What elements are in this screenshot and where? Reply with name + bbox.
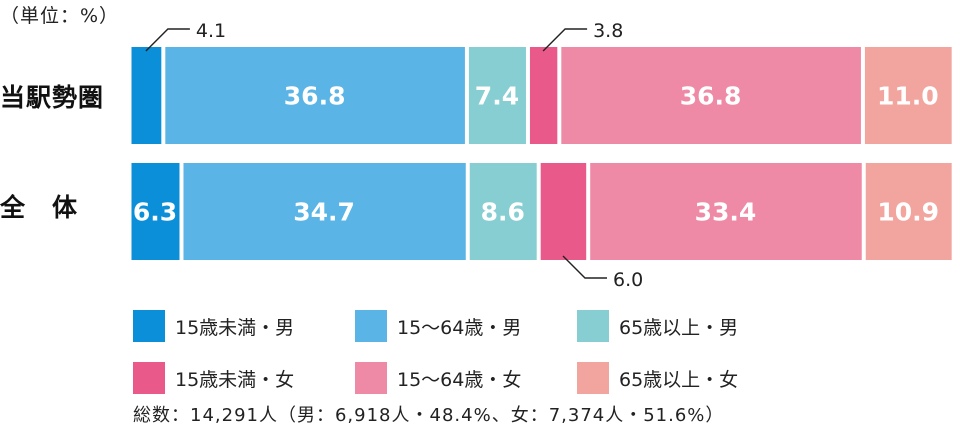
value-label-1-5: 10.9 [877,198,939,227]
value-label-0-5: 11.0 [877,82,939,111]
legend-item-2: 65歳以上・男 [577,310,738,342]
bar-segment-0-3 [529,47,558,144]
legend-item-5: 65歳以上・女 [577,362,738,394]
footnote-total: 総数：14,291人（男：6,918人・48.4%、女：7,374人・51.6%… [133,405,725,426]
legend-item-4: 15〜64歳・女 [355,362,521,394]
bar-segment-1-5 [865,163,952,260]
bar-segment-1-0 [131,163,180,260]
value-label-0-3: 3.8 [593,20,623,42]
leader-line-1-3 [562,255,607,279]
value-label-1-2: 8.6 [481,198,525,227]
bar-segment-0-1 [165,47,465,144]
legend-item-1: 15〜64歳・男 [355,310,521,342]
bar-row-0 [131,47,952,144]
category-label-1: 全 体 [0,193,79,222]
value-label-0-4: 36.8 [680,82,742,111]
value-label-1-4: 33.4 [695,198,757,227]
legend-swatch-4 [355,362,387,394]
value-label-1-3: 6.0 [613,269,643,291]
legend-swatch-3 [133,362,165,394]
legend-label-4: 15〜64歳・女 [397,368,522,391]
bar-segment-1-3 [540,163,587,260]
legend-label-2: 65歳以上・男 [619,316,739,339]
bar-segment-0-2 [468,47,526,144]
value-label-0-0: 4.1 [196,20,226,42]
bar-segment-1-2 [469,163,537,260]
bar-segment-0-5 [864,47,952,144]
value-label-0-1: 36.8 [284,82,346,111]
legend-swatch-0 [133,310,165,342]
legend-swatch-1 [355,310,387,342]
legend-label-3: 15歳未満・女 [175,368,295,391]
value-label-1-1: 34.7 [293,198,355,227]
legend-swatch-5 [577,362,609,394]
legend-label-5: 65歳以上・女 [619,368,739,391]
category-label-0: 当駅勢圏 [0,83,105,112]
leader-line-0-3 [542,28,588,52]
legend-swatch-2 [577,310,609,342]
legend-item-0: 15歳未満・男 [133,310,294,342]
value-label-0-2: 7.4 [475,82,519,111]
bar-row-1 [131,163,952,260]
bar-segment-1-4 [590,163,862,260]
value-label-1-0: 6.3 [133,198,177,227]
legend-label-1: 15〜64歳・男 [397,316,522,339]
leader-line-0-0 [145,28,190,52]
bar-segment-1-1 [183,163,466,260]
legend-item-3: 15歳未満・女 [133,362,294,394]
legend-label-0: 15歳未満・男 [175,316,295,339]
bar-segment-0-0 [131,47,162,144]
bar-segment-0-4 [561,47,861,144]
unit-label: （単位：%） [0,5,120,27]
